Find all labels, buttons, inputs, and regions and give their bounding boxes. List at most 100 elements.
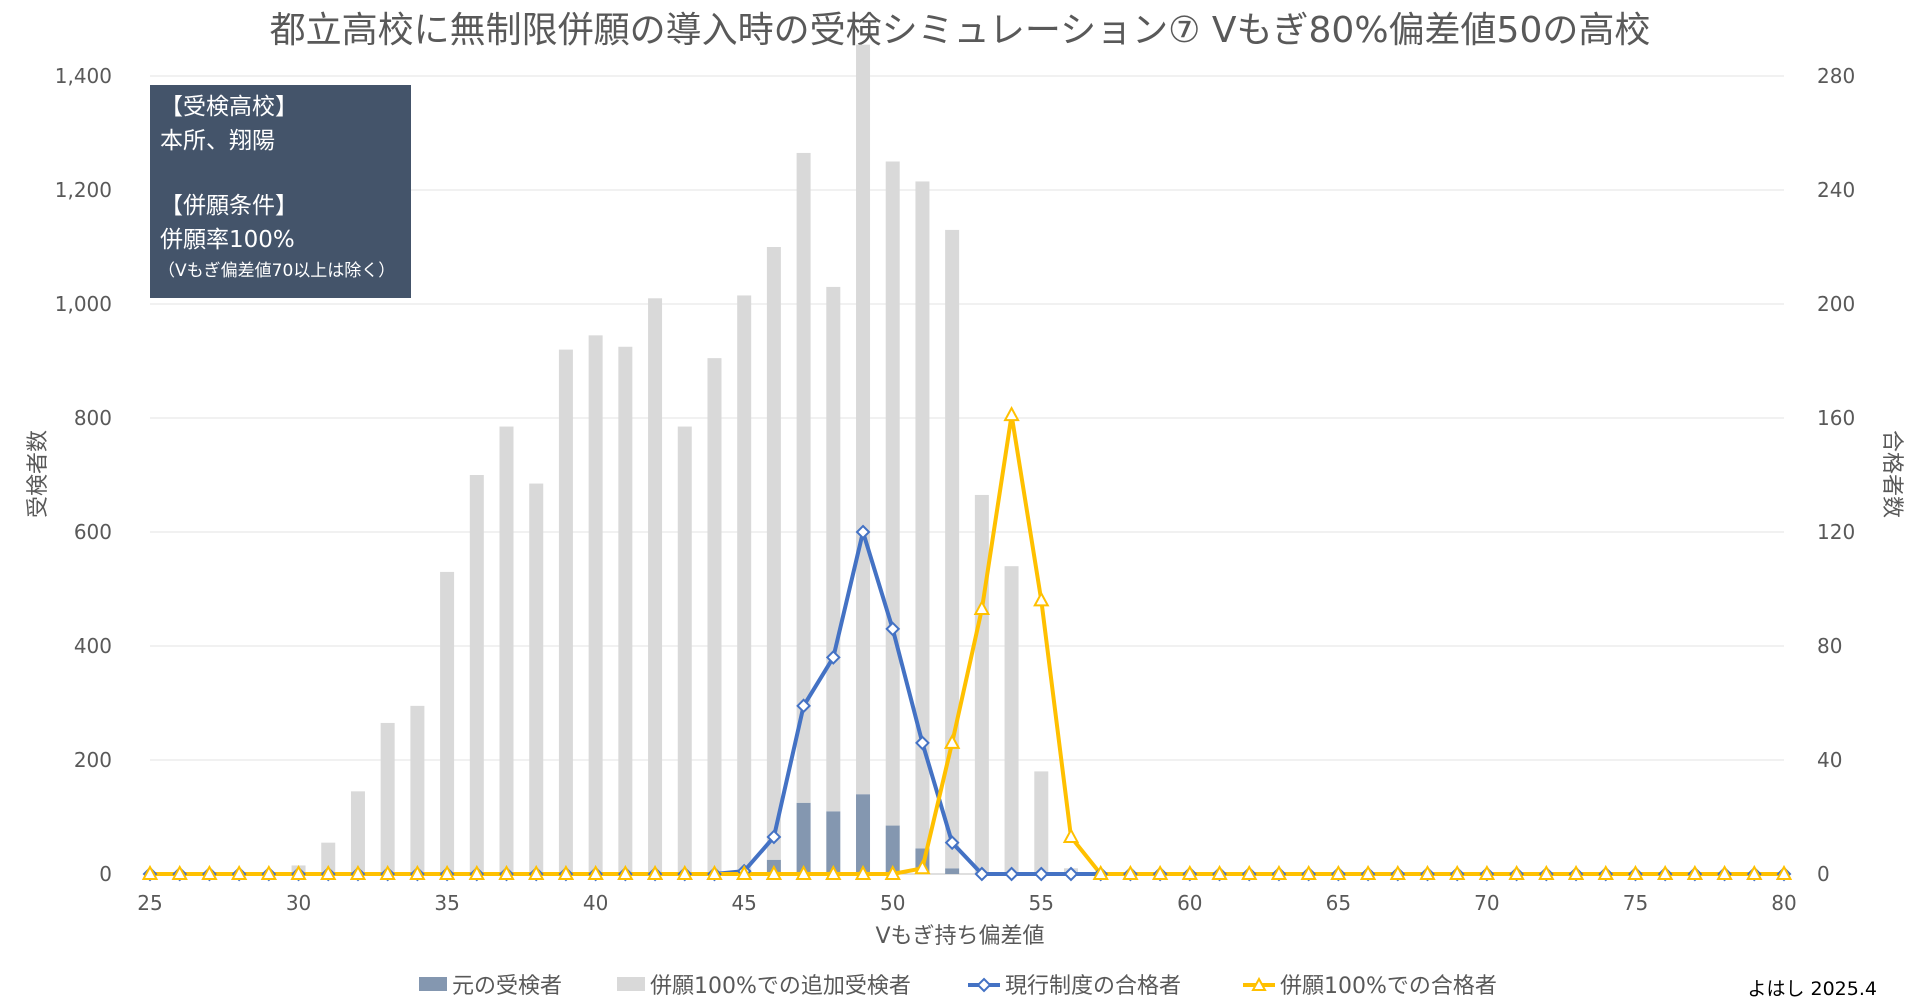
- marker-full-passers: [943, 733, 961, 749]
- marker-current-passers: [944, 835, 960, 851]
- marker-full-passers: [1775, 864, 1793, 880]
- bar-additional-examinees: [826, 286, 841, 812]
- x-axis-title: Vもぎ持ち偏差値: [875, 924, 1044, 949]
- bar-additional-examinees: [321, 842, 336, 874]
- marker-full-passers: [230, 864, 248, 880]
- bar-additional-examinees: [707, 358, 722, 874]
- y-tick-label: 1,000: [55, 292, 112, 316]
- x-tick-label: 40: [583, 891, 608, 915]
- info-heading-schools: 【受検高校】: [160, 94, 298, 120]
- y-tick-label: 0: [99, 862, 112, 886]
- marker-full-passers: [587, 864, 604, 880]
- bar-additional-examinees: [380, 722, 395, 874]
- bar-additional-examinees: [618, 346, 633, 874]
- marker-current-passers: [885, 621, 901, 637]
- y2-tick-label: 40: [1817, 748, 1842, 772]
- bar-additional-examinees: [1004, 566, 1019, 874]
- marker-full-passers: [528, 864, 545, 880]
- bar-original-examinees: [885, 825, 900, 874]
- bar-additional-examinees: [737, 295, 752, 872]
- bar-original-examinees: [826, 811, 841, 874]
- bar-additional-examinees: [915, 181, 930, 849]
- marker-current-passers: [1004, 866, 1019, 882]
- y-axis-title: 受検者数: [26, 430, 51, 518]
- marker-full-passers: [1359, 864, 1377, 880]
- marker-full-passers: [498, 864, 515, 880]
- legend: 元の受検者 併願100%での追加受検者 現行制度の合格者 併願100%での合格者: [419, 974, 1497, 999]
- y2-tick-label: 80: [1817, 634, 1842, 658]
- marker-full-passers: [765, 864, 783, 880]
- marker-full-passers: [201, 864, 218, 880]
- marker-current-passers: [796, 698, 812, 714]
- bar-additional-examinees: [856, 44, 871, 795]
- x-tick-label: 45: [731, 891, 756, 915]
- marker-full-passers: [290, 864, 307, 880]
- bar-additional-examinees: [1034, 771, 1049, 874]
- y2-tick-label: 200: [1817, 292, 1855, 316]
- marker-full-passers: [1300, 864, 1317, 880]
- marker-full-passers: [438, 864, 456, 880]
- y-tick-label: 1,400: [55, 64, 112, 88]
- legend-label-additional-examinees: 併願100%での追加受検者: [650, 974, 911, 999]
- bar-additional-examinees: [350, 791, 365, 874]
- marker-full-passers: [1330, 864, 1347, 880]
- marker-full-passers: [1508, 864, 1525, 880]
- info-box-background: [150, 85, 411, 298]
- marker-full-passers: [825, 864, 842, 880]
- marker-full-passers: [1003, 406, 1020, 422]
- marker-current-passers: [1063, 866, 1079, 882]
- y2-tick-label: 240: [1817, 178, 1855, 202]
- x-tick-label: 60: [1177, 891, 1202, 915]
- bar-additional-examinees: [558, 349, 573, 875]
- info-box: 【受検高校】 本所、翔陽 【併願条件】 併願率100% （Vもぎ偏差値70以上は…: [150, 85, 411, 298]
- bar-additional-examinees: [796, 152, 811, 803]
- marker-full-passers: [1151, 864, 1169, 880]
- x-tick-label: 80: [1771, 891, 1796, 915]
- bar-additional-examinees: [469, 475, 484, 874]
- right-axis-ticks: 0 40 80 120 160 200 240 280: [1817, 64, 1855, 886]
- info-heading-conditions: 【併願条件】: [160, 193, 298, 219]
- marker-full-passers: [1419, 864, 1436, 880]
- marker-full-passers: [1686, 864, 1704, 880]
- legend-label-current-passers: 現行制度の合格者: [1005, 974, 1181, 999]
- marker-current-passers: [766, 829, 782, 845]
- marker-full-passers: [676, 864, 693, 880]
- bar-additional-examinees: [588, 335, 603, 875]
- marker-full-passers: [646, 864, 664, 880]
- info-note: （Vもぎ偏差値70以上は除く）: [158, 261, 395, 281]
- x-tick-label: 55: [1029, 891, 1054, 915]
- marker-full-passers: [1211, 864, 1228, 880]
- marker-full-passers: [795, 864, 812, 880]
- x-tick-label: 65: [1326, 891, 1351, 915]
- y-tick-label: 800: [74, 406, 112, 430]
- marker-full-passers: [1478, 864, 1496, 880]
- y2-tick-label: 120: [1817, 520, 1855, 544]
- bar-additional-examinees: [410, 705, 425, 874]
- legend-label-original-examinees: 元の受検者: [452, 974, 562, 999]
- x-tick-label: 30: [286, 891, 311, 915]
- marker-current-passers: [855, 524, 871, 540]
- marker-full-passers: [973, 599, 991, 615]
- bar-original-examinees: [856, 794, 871, 874]
- marker-current-passers: [1033, 866, 1049, 882]
- y2-tick-label: 280: [1817, 64, 1855, 88]
- marker-full-passers: [349, 864, 367, 880]
- bar-additional-examinees: [945, 229, 960, 869]
- marker-full-passers: [557, 864, 575, 880]
- bar-additional-examinees: [974, 494, 989, 874]
- marker-full-passers: [1033, 591, 1050, 607]
- marker-full-passers: [320, 864, 337, 880]
- author-credit: よはし 2025.4: [1747, 978, 1877, 1000]
- marker-full-passers: [854, 864, 872, 880]
- marker-full-passers: [141, 864, 159, 880]
- legend-marker-full-passers: [1251, 976, 1267, 991]
- bars: [291, 44, 1078, 875]
- marker-full-passers: [1746, 864, 1763, 880]
- marker-full-passers: [379, 864, 396, 880]
- marker-full-passers: [1567, 864, 1585, 880]
- marker-full-passers: [1270, 864, 1288, 880]
- marker-full-passers: [1062, 827, 1080, 843]
- chart-title: 都立高校に無制限併願の導入時の受検シミュレーション⑦ Vもぎ80%偏差値50の高…: [270, 10, 1651, 51]
- marker-full-passers: [1597, 864, 1614, 880]
